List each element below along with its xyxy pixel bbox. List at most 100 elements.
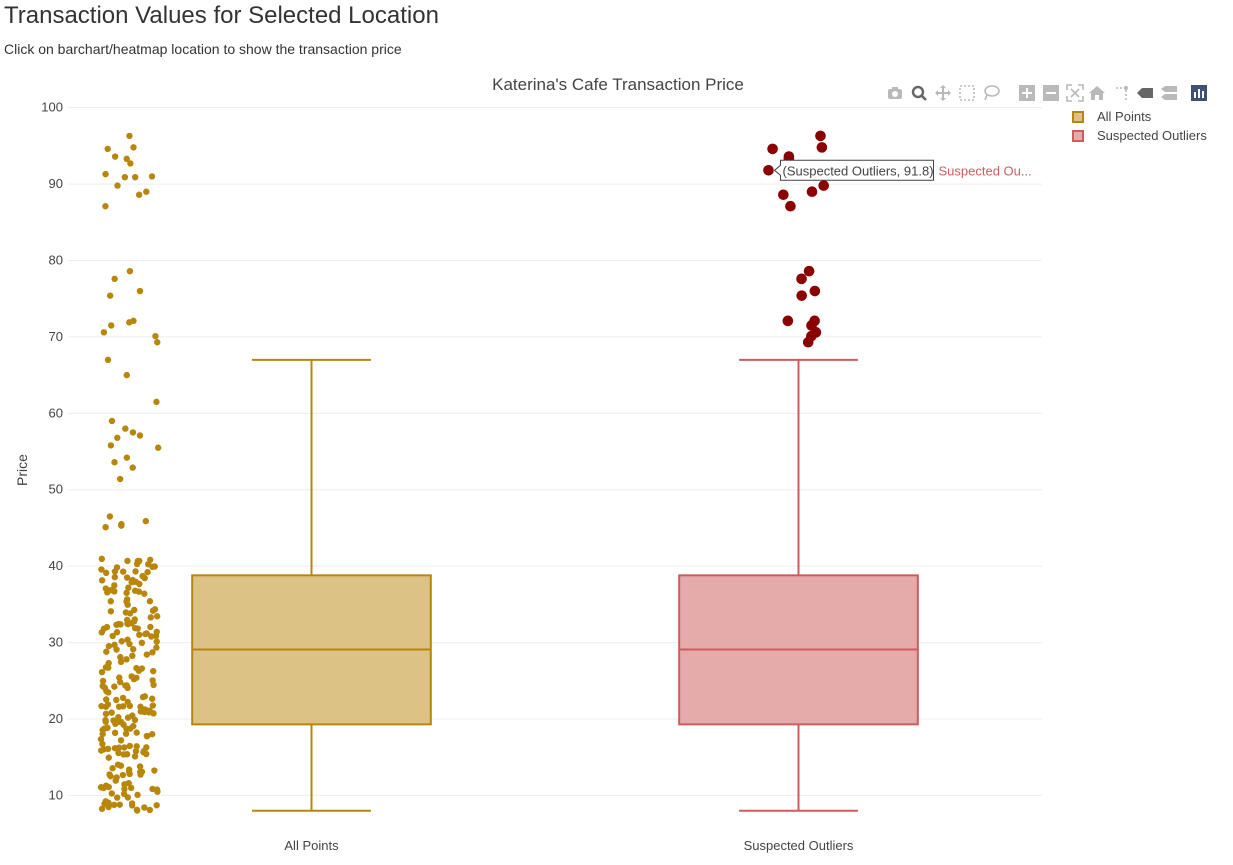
data-point[interactable]: [129, 429, 137, 436]
data-point[interactable]: [115, 749, 122, 757]
data-point[interactable]: [118, 522, 125, 529]
data-point[interactable]: [102, 718, 109, 725]
outlier-point[interactable]: [796, 290, 807, 301]
data-point[interactable]: [113, 696, 120, 704]
lasso-select-button[interactable]: [982, 84, 1000, 102]
data-point[interactable]: [128, 800, 136, 807]
data-point[interactable]: [102, 569, 110, 577]
data-point[interactable]: [153, 398, 160, 406]
outlier-point[interactable]: [818, 180, 829, 191]
pan-button[interactable]: [934, 84, 952, 102]
data-point[interactable]: [152, 632, 160, 640]
data-point[interactable]: [121, 785, 128, 793]
data-point[interactable]: [141, 804, 148, 811]
data-point[interactable]: [116, 801, 123, 808]
data-point[interactable]: [133, 729, 140, 736]
data-point[interactable]: [104, 664, 112, 671]
outlier-point[interactable]: [806, 186, 818, 198]
data-point[interactable]: [98, 805, 106, 812]
data-point[interactable]: [97, 784, 105, 791]
data-point[interactable]: [99, 726, 106, 734]
zoom-out-button[interactable]: [1042, 84, 1060, 102]
data-point[interactable]: [143, 750, 150, 758]
data-point[interactable]: [111, 153, 119, 160]
data-point[interactable]: [108, 322, 115, 329]
data-point[interactable]: [125, 768, 133, 775]
data-point[interactable]: [115, 714, 122, 721]
data-point[interactable]: [149, 649, 156, 656]
zoom-button[interactable]: [910, 84, 928, 102]
data-point[interactable]: [133, 743, 140, 750]
data-point[interactable]: [113, 629, 121, 636]
data-point[interactable]: [147, 556, 154, 564]
spike-lines-button[interactable]: [1112, 84, 1130, 102]
data-point[interactable]: [106, 513, 114, 520]
data-point[interactable]: [105, 642, 113, 650]
data-point[interactable]: [114, 761, 122, 768]
data-point[interactable]: [124, 714, 132, 721]
data-point[interactable]: [117, 653, 124, 661]
hover-closest-button[interactable]: [1136, 84, 1154, 102]
data-point[interactable]: [122, 425, 129, 432]
data-point[interactable]: [144, 732, 151, 740]
data-point[interactable]: [109, 765, 116, 772]
data-point[interactable]: [137, 703, 144, 710]
data-point[interactable]: [102, 203, 109, 210]
data-point[interactable]: [98, 577, 106, 584]
data-point[interactable]: [120, 790, 128, 798]
data-point[interactable]: [124, 601, 131, 608]
outlier-point[interactable]: [803, 265, 815, 277]
data-point[interactable]: [108, 790, 116, 797]
data-point[interactable]: [98, 629, 105, 636]
data-point[interactable]: [98, 668, 106, 676]
data-point[interactable]: [115, 620, 122, 628]
box-select-button[interactable]: [958, 84, 976, 102]
data-point[interactable]: [116, 678, 124, 686]
data-point[interactable]: [108, 709, 115, 716]
data-point[interactable]: [147, 623, 154, 631]
data-point[interactable]: [143, 188, 150, 195]
plotly-logo-button[interactable]: [1190, 84, 1208, 102]
data-point[interactable]: [124, 557, 131, 565]
data-point[interactable]: [148, 633, 155, 640]
data-point[interactable]: [106, 771, 113, 778]
data-point[interactable]: [123, 155, 130, 163]
point-markers[interactable]: [97, 130, 829, 814]
data-point[interactable]: [128, 673, 135, 680]
data-point[interactable]: [143, 744, 150, 751]
outlier-point[interactable]: [782, 315, 794, 327]
data-point[interactable]: [153, 644, 160, 651]
data-point[interactable]: [154, 444, 162, 451]
data-point[interactable]: [127, 160, 134, 167]
data-point[interactable]: [111, 641, 118, 649]
data-point[interactable]: [150, 667, 157, 675]
data-point[interactable]: [111, 573, 119, 581]
data-point[interactable]: [104, 145, 111, 153]
outlier-point[interactable]: [809, 285, 821, 297]
data-point[interactable]: [120, 721, 127, 728]
data-point[interactable]: [124, 698, 131, 706]
data-point[interactable]: [111, 275, 118, 283]
data-point[interactable]: [137, 771, 144, 778]
reset-axes-button[interactable]: [1088, 84, 1106, 102]
data-point[interactable]: [99, 682, 106, 690]
data-point[interactable]: [131, 173, 139, 181]
data-point[interactable]: [153, 802, 160, 809]
autoscale-button[interactable]: [1066, 84, 1084, 102]
data-point[interactable]: [127, 725, 134, 732]
data-point[interactable]: [122, 609, 130, 616]
data-point[interactable]: [111, 729, 119, 737]
data-point[interactable]: [100, 329, 108, 336]
data-point[interactable]: [141, 590, 148, 597]
data-point[interactable]: [123, 574, 131, 581]
data-point[interactable]: [109, 632, 116, 640]
data-point[interactable]: [119, 694, 127, 702]
data-point[interactable]: [114, 434, 121, 441]
data-point[interactable]: [142, 517, 150, 525]
data-point[interactable]: [126, 132, 133, 140]
data-point[interactable]: [107, 598, 114, 605]
outlier-point[interactable]: [815, 130, 826, 142]
data-point[interactable]: [127, 784, 135, 792]
data-point[interactable]: [138, 639, 146, 647]
data-point[interactable]: [123, 454, 131, 461]
